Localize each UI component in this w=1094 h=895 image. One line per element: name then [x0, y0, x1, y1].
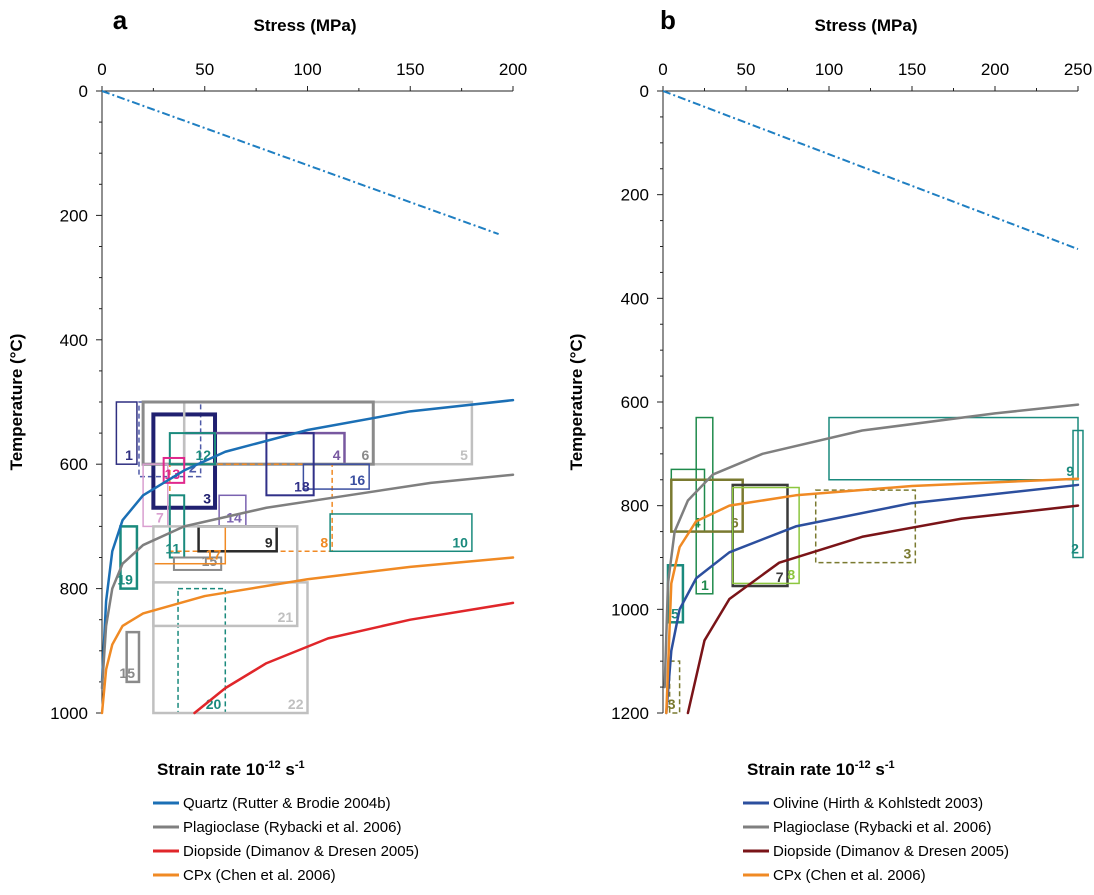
data-box-label: 4 [333, 447, 341, 463]
data-box-22 [152, 581, 309, 715]
data-box-21 [152, 525, 299, 628]
data-box-16 [302, 463, 370, 490]
x-tick-label: 50 [737, 60, 756, 79]
data-box-1 [115, 401, 138, 465]
data-box-label: 17 [206, 547, 222, 563]
y-tick-label: 0 [79, 82, 88, 101]
data-box-3 [814, 489, 917, 564]
series-line-3 [686, 504, 1080, 715]
legend-entry: Diopside (Dimanov & Dresen 2005) [773, 843, 1009, 860]
legend-entry: Plagioclase (Rybacki et al. 2006) [773, 819, 991, 836]
data-box-label: 15 [202, 553, 218, 569]
data-box-label: 1 [701, 577, 709, 593]
x-tick-label: 0 [97, 60, 106, 79]
data-box-label: 3 [904, 546, 912, 562]
data-box-label: 10 [452, 534, 468, 550]
y-tick-label: 800 [60, 580, 88, 599]
data-box-label: 5 [460, 447, 468, 463]
legend-title: Strain rate 10-12 s-1 [747, 759, 895, 779]
x-tick-label: 150 [898, 60, 926, 79]
y-tick-label: 200 [621, 186, 649, 205]
y-tick-label: 1000 [611, 600, 649, 619]
x-axis-title: Stress (MPa) [815, 16, 918, 35]
panel-b: b Stress (MPa)Temperature (°C)0 50 100 150 20… [567, 5, 1092, 884]
legend-entry: CPx (Chen et al. 2006) [183, 867, 336, 884]
legend-title: Strain rate 10-12 s-1 [157, 759, 305, 779]
x-tick-label: 100 [815, 60, 843, 79]
data-box-label: 9 [265, 534, 273, 550]
y-axis-title: Temperature (°C) [7, 334, 26, 471]
data-box-1 [695, 416, 714, 595]
data-box-9 [828, 416, 1079, 481]
x-tick-label: 100 [293, 60, 321, 79]
data-box-15 [125, 630, 141, 684]
data-box-label: 22 [288, 696, 304, 712]
data-box-label: 1 [125, 447, 133, 463]
data-box-12 [168, 432, 217, 466]
data-box-label: 8 [320, 534, 328, 550]
data-box-label: 7 [156, 509, 164, 525]
y-tick-label: 600 [60, 455, 88, 474]
data-box-label: 7 [776, 569, 784, 585]
y-tick-label: 200 [60, 206, 88, 225]
data-box-2 [138, 401, 202, 478]
x-tick-label: 0 [658, 60, 667, 79]
geotherm-line [101, 90, 499, 236]
y-tick-label: 400 [60, 331, 88, 350]
series-line-4 [100, 556, 515, 715]
y-tick-label: 1000 [50, 704, 88, 723]
data-box-label: 3 [203, 491, 211, 507]
data-box-10 [329, 513, 473, 553]
data-box-label: 21 [278, 609, 294, 625]
x-tick-label: 200 [981, 60, 1009, 79]
data-box-label: 11 [165, 541, 180, 557]
x-axis-title: Stress (MPa) [254, 16, 357, 35]
data-box-label: 9 [1066, 463, 1074, 479]
geotherm-line [662, 90, 1079, 251]
data-box-label: 5 [671, 605, 679, 621]
data-box-label: 6 [361, 447, 369, 463]
y-tick-label: 0 [640, 82, 649, 101]
data-box-19 [119, 525, 139, 590]
legend-entry: Quartz (Rutter & Brodie 2004b) [183, 795, 391, 812]
series-line-1 [665, 483, 1080, 715]
y-tick-label: 600 [621, 393, 649, 412]
series-line-3 [193, 601, 515, 715]
data-box-label: 2 [1071, 541, 1079, 557]
series-line-4 [665, 477, 1080, 715]
panel-letter: b [660, 5, 676, 35]
data-box-18 [265, 432, 315, 497]
x-tick-label: 250 [1064, 60, 1092, 79]
data-box-label: 19 [117, 572, 133, 588]
x-tick-label: 200 [499, 60, 527, 79]
data-box-label: 3 [668, 696, 676, 712]
panel-letter: a [113, 5, 128, 35]
series-line-2 [100, 473, 515, 690]
data-box-label: 16 [350, 472, 366, 488]
data-box-label: 18 [294, 478, 310, 494]
y-tick-label: 800 [621, 497, 649, 516]
y-axis-title: Temperature (°C) [567, 334, 586, 471]
series-line-2 [663, 403, 1080, 689]
data-box-8 [731, 486, 800, 585]
y-tick-label: 400 [621, 289, 649, 308]
panel-a: a Stress (MPa)Temperature (°C)0 50 100 150 20… [7, 5, 527, 884]
legend-entry: CPx (Chen et al. 2006) [773, 867, 926, 884]
x-tick-label: 150 [396, 60, 424, 79]
y-tick-label: 1200 [611, 704, 649, 723]
series-line-1 [100, 398, 515, 684]
data-box-label: 8 [787, 566, 795, 582]
legend-entry: Plagioclase (Rybacki et al. 2006) [183, 819, 401, 836]
legend-entry: Diopside (Dimanov & Dresen 2005) [183, 843, 419, 860]
x-tick-label: 50 [195, 60, 214, 79]
data-box-label: 15 [119, 665, 135, 681]
legend-entry: Olivine (Hirth & Kohlstedt 2003) [773, 795, 983, 812]
data-box-label: 13 [165, 466, 181, 482]
data-box-label: 6 [731, 515, 739, 531]
